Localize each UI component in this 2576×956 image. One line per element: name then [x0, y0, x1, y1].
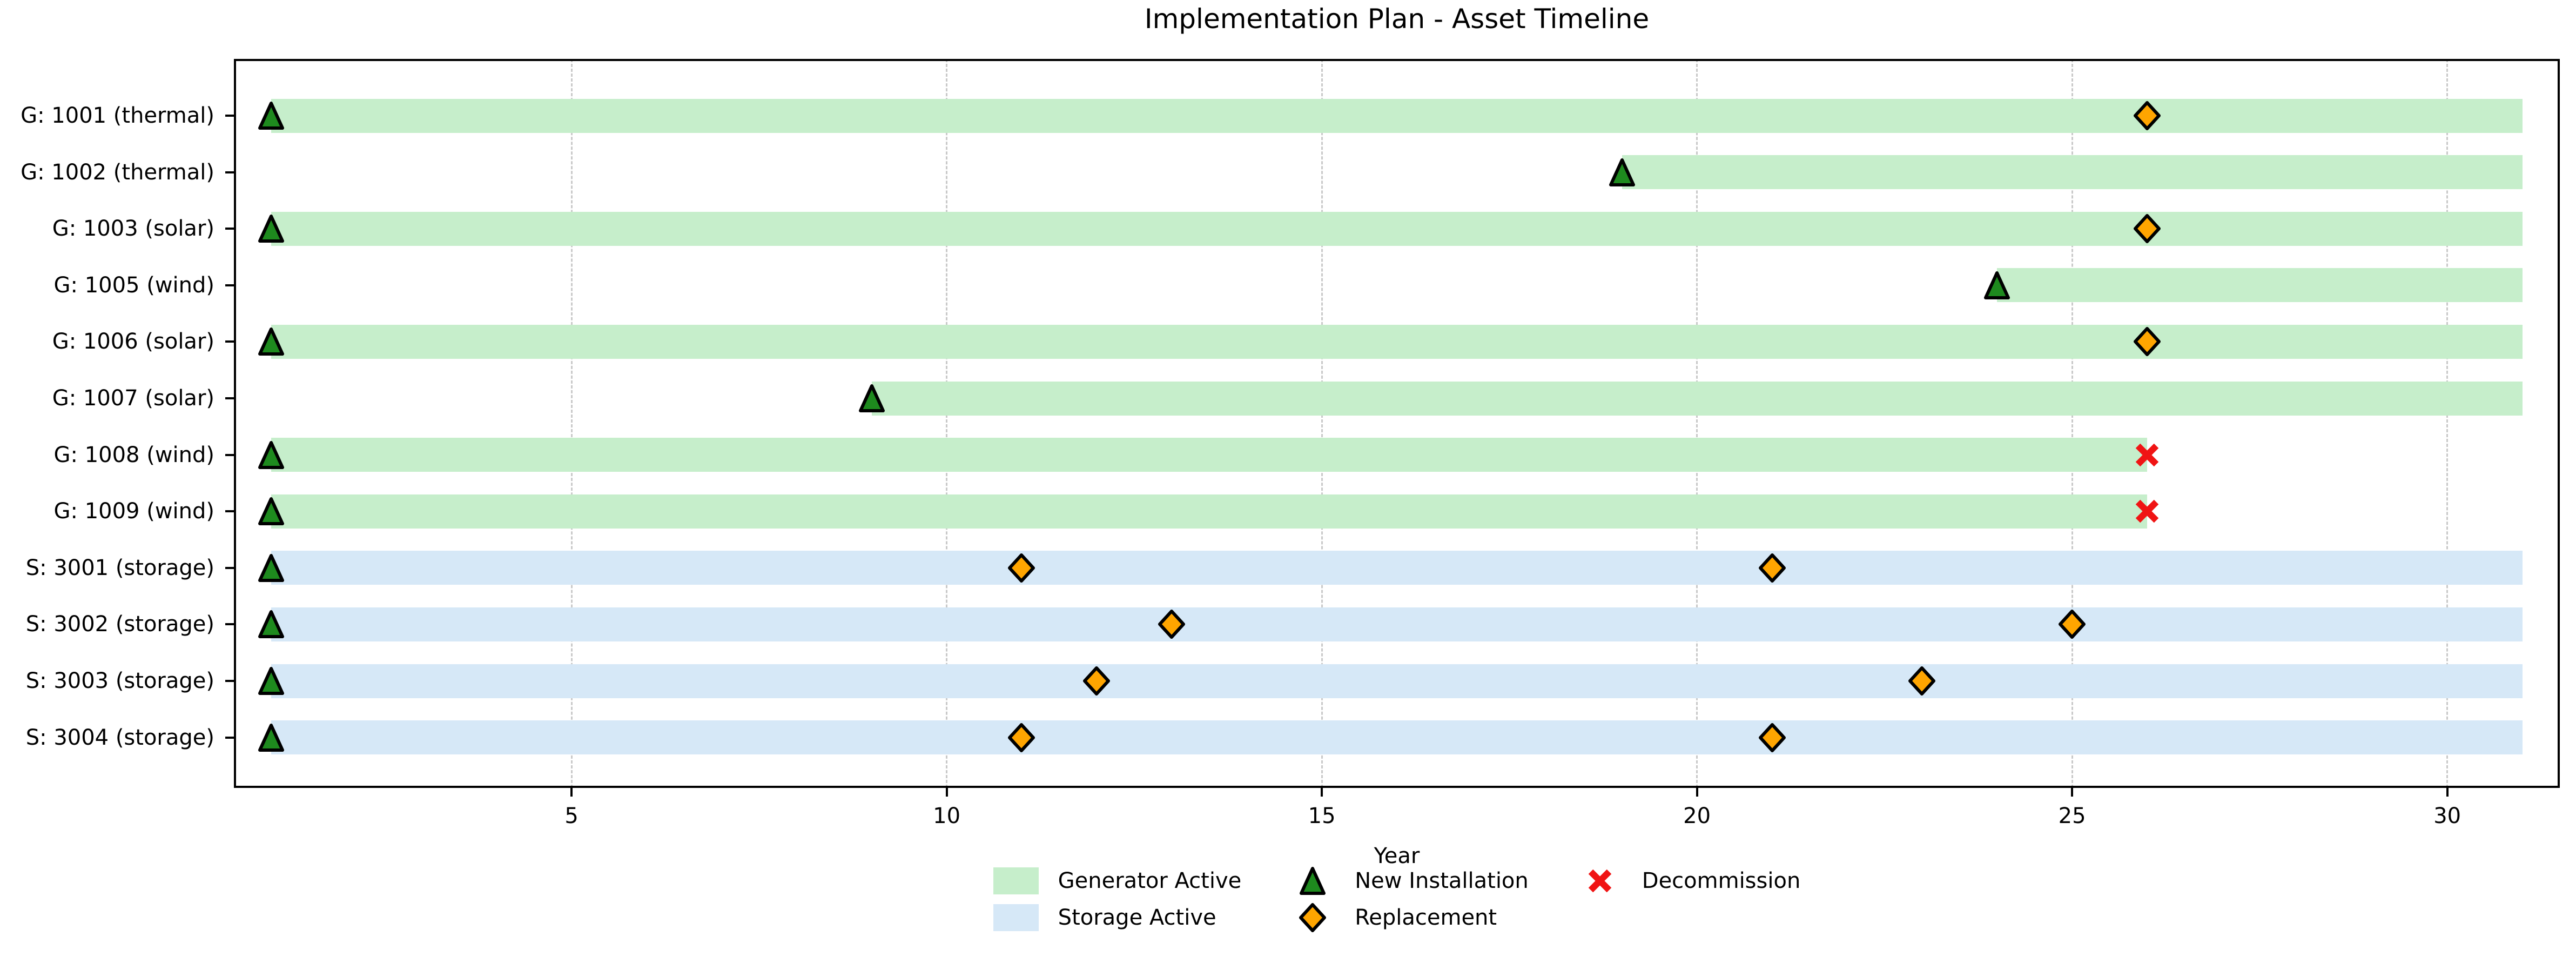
gridline-year-5 — [570, 59, 573, 788]
x-tick-label: 20 — [1683, 804, 1711, 828]
legend-label: Generator Active — [1058, 868, 1242, 893]
new-installation-marker — [258, 440, 285, 469]
y-axis-label: G: 1005 (wind) — [53, 272, 214, 298]
storage-active-bar — [271, 720, 2523, 755]
y-axis-label: G: 1002 (thermal) — [21, 159, 214, 185]
decommission-marker — [2134, 498, 2161, 525]
generator-active-bar — [271, 324, 2523, 359]
new-installation-marker — [258, 553, 285, 582]
y-tick-mark — [225, 228, 234, 230]
legend-item-decommission: Decommission — [1577, 866, 1801, 896]
chart-title: Implementation Plan - Asset Timeline — [1144, 3, 1650, 35]
legend: Generator Active Storage Active New Inst… — [234, 866, 2560, 933]
y-tick-mark — [225, 397, 234, 399]
y-tick-mark — [225, 680, 234, 682]
new-installation-marker — [1984, 271, 2010, 299]
y-tick-mark — [225, 284, 234, 286]
storage-active-patch-icon — [993, 904, 1039, 931]
x-tick-mark — [2071, 788, 2074, 797]
replacement-marker — [1158, 610, 1186, 639]
y-axis-label: S: 3001 (storage) — [25, 555, 214, 580]
generator-active-bar — [271, 438, 2148, 472]
x-tick-mark — [1696, 788, 1698, 797]
generator-active-bar — [1997, 268, 2523, 303]
gridline-year-10 — [946, 59, 948, 788]
x-tick-mark — [2446, 788, 2449, 797]
x-tick-label: 15 — [1308, 804, 1336, 828]
y-axis-label: S: 3004 (storage) — [25, 725, 214, 750]
y-tick-mark — [225, 566, 234, 569]
storage-active-bar — [271, 607, 2523, 641]
new-installation-marker — [258, 215, 285, 243]
y-tick-mark — [225, 453, 234, 456]
generator-active-bar — [1622, 155, 2523, 190]
replacement-diamond-icon — [1290, 903, 1335, 932]
y-tick-mark — [225, 340, 234, 343]
new-installation-marker — [1609, 158, 1635, 186]
y-tick-mark — [225, 115, 234, 117]
generator-active-bar — [871, 381, 2523, 416]
new-installation-marker — [258, 102, 285, 130]
gridline-year-25 — [2071, 59, 2073, 788]
replacement-marker — [1008, 553, 1035, 583]
new-installation-marker — [258, 497, 285, 526]
x-tick-mark — [570, 788, 573, 797]
y-axis-label: G: 1001 (thermal) — [21, 103, 214, 128]
new-installation-marker — [258, 610, 285, 639]
y-axis-label: G: 1003 (solar) — [52, 216, 214, 242]
legend-item-replacement: Replacement — [1290, 902, 1497, 933]
new-installation-marker — [258, 327, 285, 356]
y-axis-label: G: 1007 (solar) — [52, 386, 214, 411]
y-tick-mark — [225, 736, 234, 739]
x-tick-label: 5 — [564, 804, 579, 828]
x-tick-label: 25 — [2058, 804, 2086, 828]
new-installation-marker — [258, 667, 285, 695]
new-installation-triangle-icon — [1290, 867, 1335, 895]
legend-label: Decommission — [1642, 868, 1801, 893]
generator-active-bar — [271, 494, 2148, 529]
replacement-marker — [2134, 101, 2161, 130]
legend-item-generator-active: Generator Active — [993, 866, 1242, 896]
generator-active-bar — [271, 211, 2523, 246]
replacement-marker — [1008, 723, 1035, 752]
x-axis-title: Year — [1374, 844, 1420, 868]
legend-label: Replacement — [1355, 905, 1497, 930]
legend-label: Storage Active — [1058, 905, 1216, 930]
gridline-year-15 — [1321, 59, 1323, 788]
replacement-marker — [1758, 553, 1786, 583]
replacement-marker — [1758, 723, 1786, 752]
replacement-marker — [2059, 610, 2086, 639]
x-tick-label: 30 — [2433, 804, 2461, 828]
gridline-year-30 — [2446, 59, 2449, 788]
y-axis-label: G: 1009 (wind) — [53, 499, 214, 524]
y-tick-mark — [225, 510, 234, 513]
y-axis-label: S: 3002 (storage) — [25, 612, 214, 637]
generator-active-bar — [271, 98, 2523, 133]
y-axis-label: S: 3003 (storage) — [25, 668, 214, 693]
y-tick-mark — [225, 623, 234, 626]
storage-active-bar — [271, 551, 2523, 585]
decommission-x-icon — [1577, 867, 1623, 894]
replacement-marker — [2134, 214, 2161, 244]
legend-label: New Installation — [1355, 868, 1529, 893]
y-tick-mark — [225, 171, 234, 173]
legend-grid: Generator Active Storage Active New Inst… — [993, 866, 1801, 933]
x-tick-mark — [1321, 788, 1323, 797]
x-tick-mark — [945, 788, 948, 797]
decommission-marker — [2134, 442, 2161, 469]
generator-active-patch-icon — [993, 867, 1039, 894]
x-tick-label: 10 — [933, 804, 961, 828]
legend-item-new-installation: New Installation — [1290, 866, 1529, 896]
y-axis-label: G: 1006 (solar) — [52, 329, 214, 355]
new-installation-marker — [258, 723, 285, 752]
new-installation-marker — [858, 384, 885, 412]
legend-item-storage-active: Storage Active — [993, 902, 1216, 933]
gridline-year-20 — [1696, 59, 1698, 788]
storage-active-bar — [271, 664, 2523, 698]
y-axis-label: G: 1008 (wind) — [53, 442, 214, 467]
replacement-marker — [1083, 666, 1111, 696]
replacement-marker — [2134, 327, 2161, 357]
replacement-marker — [1908, 666, 1936, 696]
